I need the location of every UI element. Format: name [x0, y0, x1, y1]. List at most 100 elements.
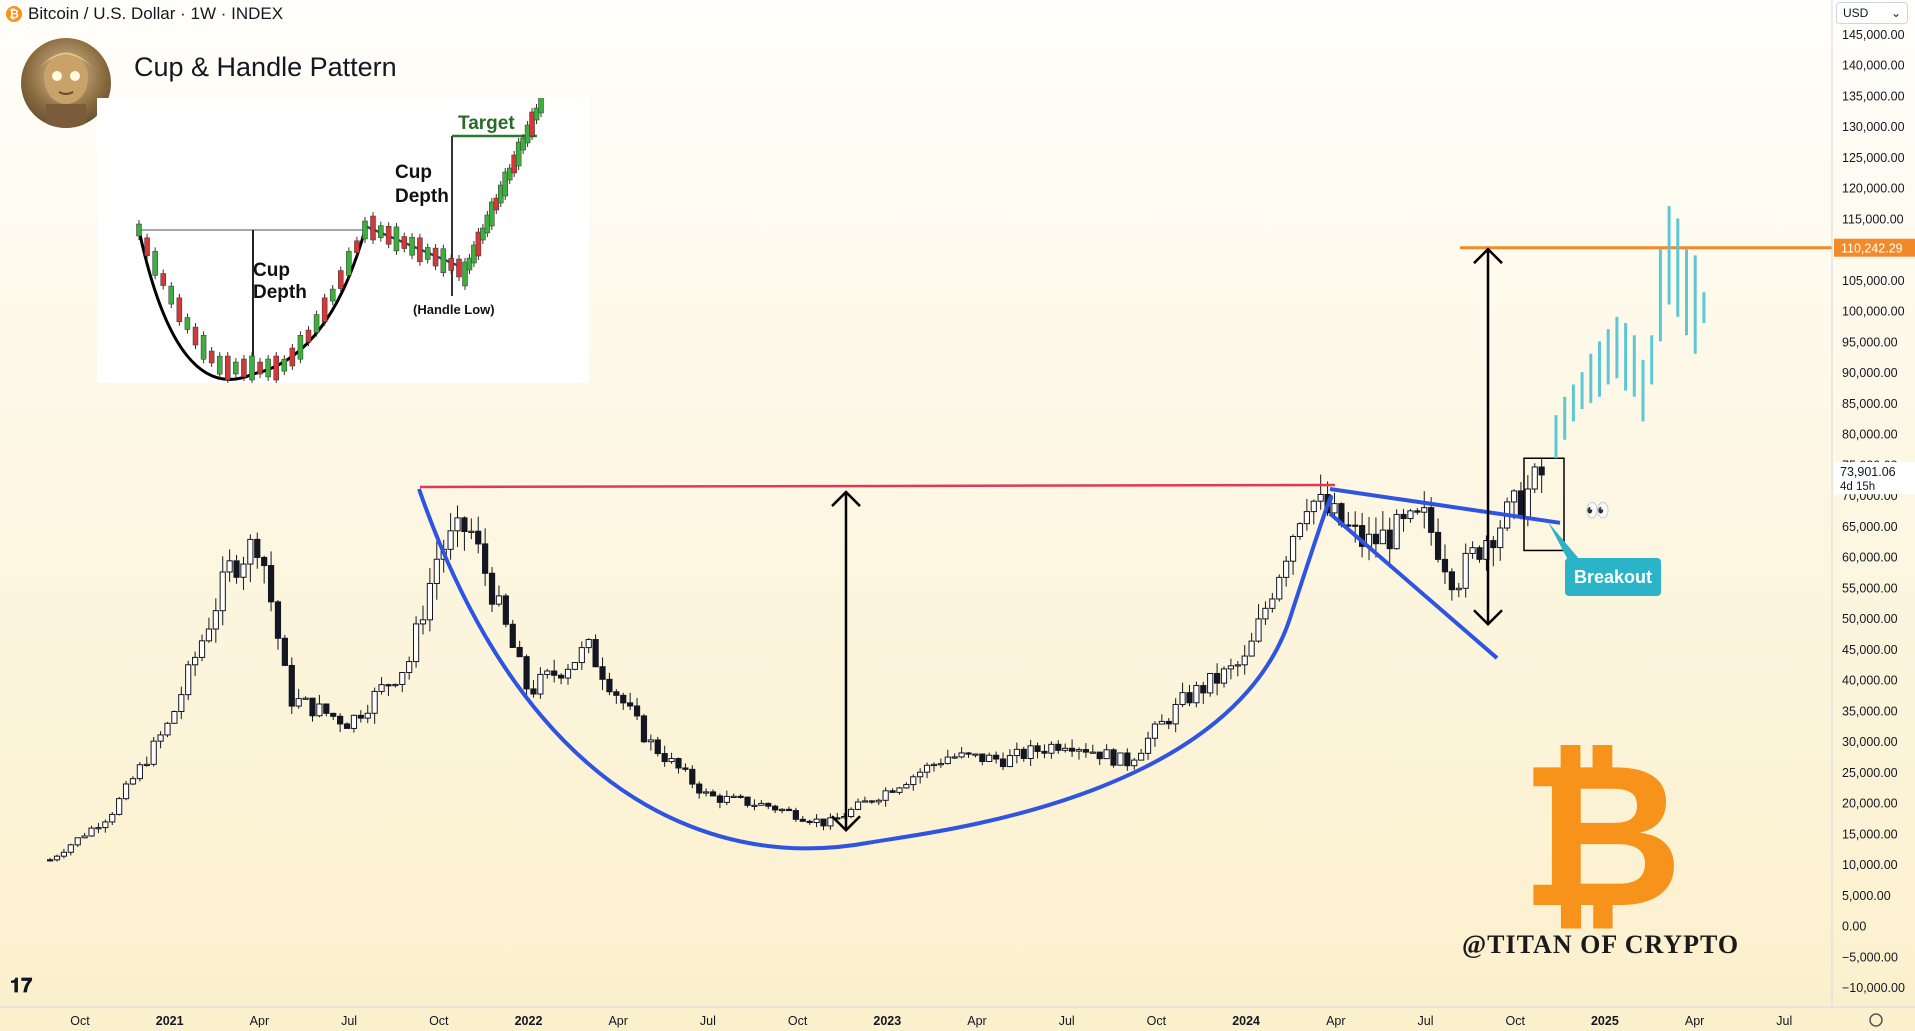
time-tick-label: Apr — [1326, 1014, 1345, 1028]
candle — [185, 660, 192, 701]
candle — [806, 819, 813, 825]
inset-candle — [370, 215, 376, 241]
candle — [903, 782, 910, 789]
time-tick-label: Jul — [1776, 1014, 1792, 1028]
price-tick-label: −5,000.00 — [1842, 950, 1898, 964]
chevron-down-icon: ⌄ — [1890, 6, 1901, 20]
price-tick-label: 115,000.00 — [1842, 212, 1904, 226]
price-tick-label: 145,000.00 — [1842, 28, 1905, 42]
candle — [944, 749, 951, 765]
candle — [861, 796, 869, 803]
price-tick-label: 35,000.00 — [1842, 704, 1898, 718]
inset-candle — [489, 201, 495, 227]
candle — [1241, 645, 1248, 675]
inset-candle — [321, 297, 328, 323]
candle — [1213, 663, 1221, 696]
time-tick-label: Jul — [341, 1014, 357, 1028]
inset-candle — [208, 350, 215, 364]
price-tick-label: 45,000.00 — [1842, 643, 1898, 657]
inset-candle — [329, 288, 336, 302]
candle — [1296, 522, 1304, 540]
bitcoin-icon: ₿ — [6, 6, 22, 22]
settings-icon[interactable] — [1869, 1013, 1883, 1027]
price-tick-label: 0.00 — [1842, 920, 1866, 934]
candle — [74, 837, 81, 847]
price-tick-label: 20,000.00 — [1842, 797, 1898, 811]
candle — [1414, 508, 1421, 515]
candle — [192, 651, 199, 677]
svg-text:₿: ₿ — [1520, 725, 1683, 948]
candle — [696, 781, 703, 799]
candle — [737, 794, 744, 799]
candle — [848, 807, 855, 819]
candle — [164, 721, 171, 738]
projection-bars — [1554, 206, 1706, 459]
candle — [240, 556, 247, 590]
candle — [1034, 742, 1041, 759]
candle — [482, 528, 489, 587]
price-tick-label: 100,000.00 — [1842, 305, 1905, 319]
inset-candle — [475, 231, 482, 257]
candle — [557, 673, 565, 685]
candle — [1068, 739, 1076, 757]
inset-cup-depth-label: Cup — [253, 260, 290, 281]
avatar-image — [39, 52, 93, 128]
tradingview-logo[interactable]: 𝟏𝟕 — [10, 975, 33, 997]
candle — [1193, 681, 1200, 708]
candle — [758, 800, 765, 806]
inset-candle — [538, 94, 544, 114]
time-tick-label: Oct — [429, 1014, 449, 1028]
inset-candle — [493, 197, 500, 211]
candle — [923, 762, 931, 779]
inset-candle — [144, 237, 150, 257]
inset-candle — [378, 225, 384, 238]
svg-text:Depth: Depth — [253, 282, 307, 303]
candle — [233, 554, 240, 584]
candle — [958, 747, 965, 759]
candle — [516, 640, 523, 658]
candle — [1158, 714, 1165, 725]
candle — [564, 664, 572, 685]
price-tick-label: 130,000.00 — [1842, 120, 1905, 134]
inset-candle — [249, 355, 255, 381]
inset-candle — [456, 258, 462, 278]
candle — [1131, 757, 1138, 770]
candle — [343, 722, 351, 729]
inset-candle — [168, 285, 175, 305]
candle — [295, 688, 302, 709]
candle — [1441, 544, 1449, 585]
symbol-header[interactable]: ₿ Bitcoin / U.S. Dollar · 1W · INDEX — [6, 4, 283, 24]
candle — [1062, 743, 1069, 753]
candle — [640, 713, 648, 744]
candle — [1317, 474, 1324, 510]
candle — [551, 659, 558, 683]
candle — [1407, 508, 1414, 523]
candle — [854, 798, 862, 811]
candle — [219, 556, 226, 626]
candle — [544, 668, 551, 679]
candle — [1165, 718, 1172, 730]
candle — [495, 585, 503, 607]
candle — [647, 734, 654, 751]
currency-select[interactable]: USD ⌄ — [1836, 2, 1908, 24]
candle — [523, 654, 530, 697]
candle — [1421, 491, 1428, 529]
candle — [1248, 632, 1255, 657]
candle — [247, 534, 254, 583]
candle — [205, 617, 213, 643]
candle — [1117, 752, 1124, 766]
inset-candle — [241, 358, 247, 378]
candle — [951, 753, 958, 759]
inset-candle — [152, 251, 158, 276]
candle — [668, 752, 675, 764]
price-tick-label: 5,000.00 — [1842, 889, 1891, 903]
candle — [765, 802, 772, 810]
inset-candle — [289, 347, 296, 367]
cup-curve — [417, 488, 1334, 851]
candle — [1310, 499, 1317, 525]
target-price-badge: 110,242.29 — [1834, 238, 1915, 257]
candle — [979, 753, 986, 766]
candle — [1462, 543, 1469, 598]
candle — [288, 657, 295, 714]
